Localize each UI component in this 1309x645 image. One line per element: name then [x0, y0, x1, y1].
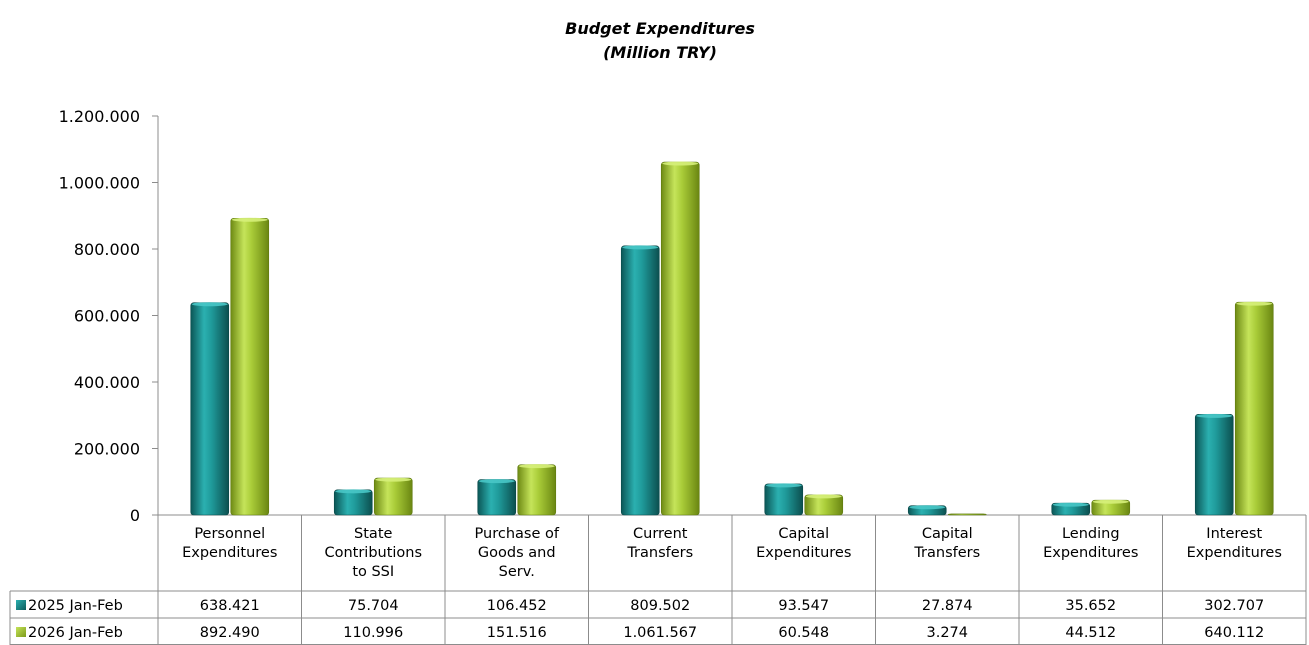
bar-top-cap — [1196, 413, 1233, 418]
bar-series-1 — [190, 302, 230, 516]
y-tick-label: 1.200.000 — [59, 107, 140, 126]
bar-top-cap — [191, 302, 228, 307]
bar-top-cap — [805, 494, 842, 499]
x-category-label: State — [354, 526, 392, 542]
chart-subtitle: (Million TRY) — [603, 43, 717, 62]
table-cell-value: 638.421 — [200, 598, 260, 614]
bar-top-cap — [518, 464, 555, 469]
y-tick-label: 1.000.000 — [59, 174, 140, 193]
table-cell-value: 892.490 — [200, 625, 260, 641]
table-cell-value: 27.874 — [922, 598, 973, 614]
x-category-label: Capital — [778, 526, 829, 542]
legend-key-icon — [16, 600, 26, 610]
chart-title: Budget Expenditures — [565, 19, 755, 38]
x-category-label: Purchase of — [475, 526, 560, 542]
table-cell-value: 106.452 — [487, 598, 547, 614]
y-tick-label: 600.000 — [74, 307, 140, 326]
x-category-label: Capital — [922, 526, 973, 542]
x-category-label: Expenditures — [1043, 545, 1138, 561]
bar-series-1 — [333, 489, 373, 516]
table-cell-value: 110.996 — [343, 625, 403, 641]
table-cell-value: 3.274 — [926, 625, 968, 641]
bar-top-cap — [375, 477, 412, 482]
x-category-label: Interest — [1206, 526, 1262, 542]
x-category-label: Contributions — [324, 545, 422, 561]
bar-series-1 — [620, 245, 660, 516]
legend-label: 2026 Jan-Feb — [28, 625, 123, 641]
y-tick-label: 200.000 — [74, 440, 140, 459]
table-cell-value: 44.512 — [1065, 625, 1116, 641]
bar-series-1 — [477, 479, 517, 516]
y-tick-label: 800.000 — [74, 240, 140, 259]
bars — [190, 161, 1274, 516]
table-cell-value: 1.061.567 — [623, 625, 697, 641]
table-cell-value: 35.652 — [1065, 598, 1116, 614]
x-category-label: Goods and — [478, 545, 556, 561]
bar-series-2 — [660, 161, 700, 516]
table-cell-value: 60.548 — [778, 625, 829, 641]
bar-top-cap — [765, 483, 802, 488]
bar-series-1 — [1194, 414, 1234, 516]
x-category-label: Expenditures — [182, 545, 277, 561]
bar-top-cap — [1092, 499, 1129, 504]
bar-series-2 — [947, 513, 987, 516]
x-category-label: Lending — [1062, 526, 1120, 542]
bar-series-2 — [517, 464, 557, 516]
bar-top-cap — [1236, 301, 1273, 306]
bar-top-cap — [1052, 502, 1089, 507]
table-cell-value: 93.547 — [778, 598, 829, 614]
bar-top-cap — [662, 161, 699, 166]
x-category-label: to SSI — [352, 564, 394, 580]
legend-key-icon — [16, 627, 26, 637]
bar-top-cap — [622, 245, 659, 250]
legend-label: 2025 Jan-Feb — [28, 598, 123, 614]
data-table: Personnel Expenditures State Contributions t… — [9, 515, 1307, 645]
bar-top-cap — [231, 217, 268, 222]
y-tick-label: 400.000 — [74, 373, 140, 392]
bar-series-2 — [373, 477, 413, 516]
x-category-label: Personnel — [194, 526, 265, 542]
x-category-label: Transfers — [626, 545, 693, 561]
bar-series-2 — [230, 217, 270, 516]
x-category-label: Current — [633, 526, 688, 542]
table-cell-value: 75.704 — [348, 598, 399, 614]
table-cell-value: 151.516 — [487, 625, 547, 641]
table-cell-value: 640.112 — [1204, 625, 1264, 641]
bar-series-1 — [764, 483, 804, 516]
bar-top-cap — [335, 489, 372, 494]
x-category-label: Expenditures — [756, 545, 851, 561]
x-category-label: Expenditures — [1187, 545, 1282, 561]
bar-top-cap — [478, 479, 515, 484]
x-category-label: Transfers — [913, 545, 980, 561]
bar-series-2 — [1234, 301, 1274, 516]
table-cell-value: 809.502 — [630, 598, 690, 614]
x-category-label: Serv. — [499, 564, 535, 580]
table-cell-value: 302.707 — [1204, 598, 1264, 614]
y-tick-label: 0 — [130, 506, 140, 525]
bar-top-cap — [909, 505, 946, 510]
y-axis: 0 200.000 400.000 600.000 800.000 1.000.000 1.… — [59, 107, 1306, 525]
